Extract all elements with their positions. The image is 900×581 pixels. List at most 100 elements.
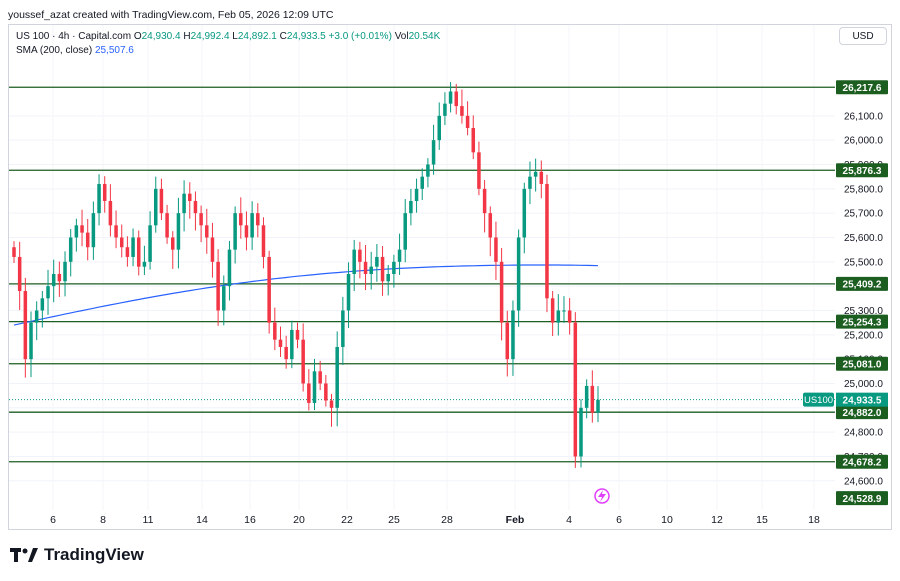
candle-body	[131, 237, 135, 257]
candle-body	[375, 256, 379, 267]
candle-body	[584, 385, 589, 408]
candle-body	[380, 256, 385, 282]
candle-body	[142, 261, 147, 267]
candle-body	[465, 115, 470, 128]
candle-body	[431, 140, 436, 165]
candle-body	[46, 286, 50, 299]
candle-body	[290, 329, 294, 360]
level-label: 24,678.2	[843, 458, 882, 469]
candle-body	[29, 322, 33, 360]
candles-layer	[12, 82, 600, 468]
y-tick-label: 25,500.0	[844, 257, 883, 268]
candle-body	[329, 400, 334, 408]
candle-body	[335, 346, 339, 408]
sma-legend[interactable]: SMA (200, close) 25,507.6	[16, 45, 134, 56]
change-value: +3.0 (+0.01%)	[328, 31, 392, 42]
x-tick-label: 6	[616, 514, 622, 526]
candle-body	[227, 249, 232, 287]
candle-body	[471, 127, 476, 153]
brand-name: TradingView	[44, 545, 144, 564]
chart-panel[interactable]	[8, 24, 892, 530]
sma-value: 25,507.6	[94, 45, 134, 56]
candle-body	[545, 183, 549, 299]
symbol-label: US 100 · 4h · Capital.com	[16, 31, 132, 42]
x-tick-label: 15	[756, 514, 768, 526]
candle-body	[222, 286, 226, 311]
candle-body	[40, 298, 45, 311]
candle-body	[23, 291, 28, 360]
close-value: 24,933.5	[286, 31, 326, 42]
sma-line-layer	[13, 264, 599, 326]
candle-body	[210, 237, 215, 262]
x-tick-label: 18	[808, 514, 820, 526]
level-label: 25,081.0	[843, 360, 882, 371]
candle-body	[448, 91, 453, 104]
candle-body	[125, 247, 130, 257]
candle-body	[57, 273, 62, 282]
candle-body	[454, 91, 459, 107]
y-tick-label: 24,600.0	[844, 476, 883, 487]
candle-body	[199, 213, 203, 226]
level-label: 25,254.3	[843, 317, 882, 328]
x-tick-label: 10	[661, 514, 673, 526]
ohlc-legend: US 100 · 4h · Capital.com O24,930.4 H24,…	[16, 31, 440, 42]
candle-body	[477, 152, 481, 189]
candle-body	[437, 115, 442, 141]
y-tick-label: 25,300.0	[844, 306, 883, 317]
tradingview-logo-icon	[10, 548, 38, 562]
x-tick-label: Feb	[506, 514, 525, 526]
currency-button[interactable]: USD	[839, 27, 887, 45]
y-tick-label: 26,000.0	[844, 136, 883, 147]
candle-body	[488, 213, 493, 238]
candle-body	[170, 237, 175, 250]
event-icon-ring	[594, 488, 610, 504]
open-value: 24,930.4	[141, 31, 181, 42]
candle-body	[596, 399, 600, 413]
candle-body	[244, 225, 249, 238]
level-label-bg	[836, 80, 888, 95]
candle-body	[80, 225, 84, 233]
candle-body	[108, 200, 113, 226]
level-label: 24,882.0	[843, 408, 882, 419]
x-tick-label: 20	[293, 514, 305, 526]
level-label-bg	[836, 491, 888, 506]
candle-body	[261, 225, 266, 257]
support-resistance-levels	[9, 86, 835, 463]
level-label-bg	[836, 163, 888, 178]
y-tick-label: 24,800.0	[844, 428, 883, 439]
candle-body	[567, 310, 572, 323]
candle-body	[499, 261, 504, 323]
low-value: 24,892.1	[237, 31, 277, 42]
candle-body	[91, 213, 96, 248]
y-tick-label: 26,100.0	[844, 111, 883, 122]
candle-body	[403, 213, 407, 250]
x-axis: 6 8 11 14 16 20 22 25 28 Feb 4 6 10 12 15 18	[50, 514, 820, 526]
level-label: 25,409.2	[843, 280, 882, 291]
candle-body	[51, 273, 56, 287]
candle-body	[74, 225, 79, 238]
volume-label: Vol	[394, 31, 409, 42]
candle-body	[494, 237, 498, 262]
candle-body	[358, 249, 362, 262]
candle-body	[12, 247, 16, 257]
candle-body	[312, 371, 317, 403]
candle-body	[205, 225, 209, 238]
candle-body	[346, 273, 351, 311]
open-label: O	[133, 31, 142, 42]
candle-body	[216, 261, 220, 311]
x-tick-label: 6	[50, 514, 56, 526]
x-tick-label: 14	[196, 514, 208, 526]
high-value: 24,992.4	[190, 31, 230, 42]
candle-body	[165, 213, 169, 238]
candle-body	[307, 383, 311, 403]
candle-body	[136, 237, 141, 267]
candle-body	[414, 188, 419, 201]
candle-body	[528, 176, 532, 189]
candle-body	[392, 261, 396, 274]
candle-body	[573, 322, 578, 457]
candle-body	[295, 329, 300, 340]
candle-body	[188, 193, 192, 201]
candle-body	[420, 176, 424, 189]
y-tick-label: 25,700.0	[844, 209, 883, 220]
